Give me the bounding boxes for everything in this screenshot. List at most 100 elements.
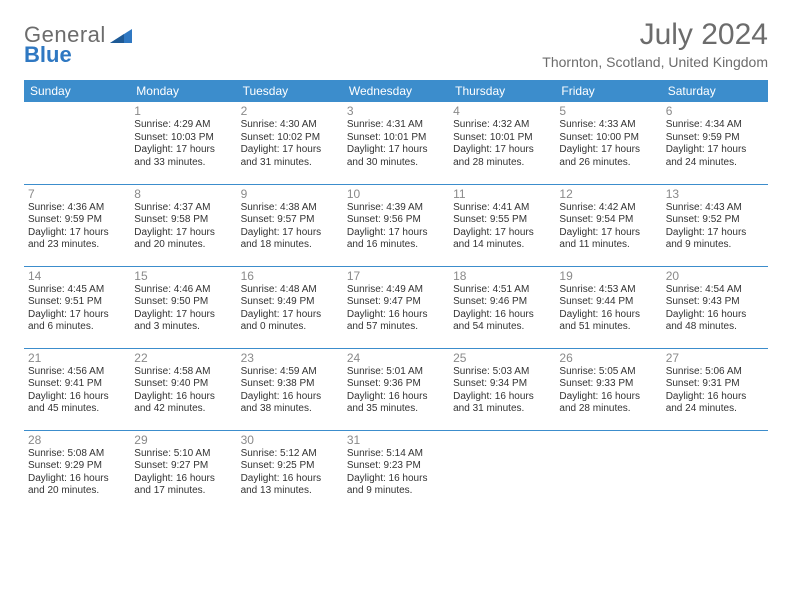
sunrise-line: Sunrise: 4:33 AM xyxy=(559,119,657,132)
sunset-line: Sunset: 9:47 PM xyxy=(347,296,445,309)
day-cell: 31Sunrise: 5:14 AMSunset: 9:23 PMDayligh… xyxy=(343,430,449,512)
daylight-line: and 45 minutes. xyxy=(28,403,126,416)
daylight-line: and 24 minutes. xyxy=(666,403,764,416)
day-header: Monday xyxy=(130,80,236,102)
sunrise-line: Sunrise: 4:29 AM xyxy=(134,119,232,132)
sunset-line: Sunset: 9:43 PM xyxy=(666,296,764,309)
sunrise-line: Sunrise: 4:43 AM xyxy=(666,202,764,215)
sunrise-line: Sunrise: 4:54 AM xyxy=(666,284,764,297)
daylight-line: Daylight: 16 hours xyxy=(559,391,657,404)
daylight-line: Daylight: 16 hours xyxy=(666,309,764,322)
sunrise-line: Sunrise: 4:32 AM xyxy=(453,119,551,132)
day-number: 12 xyxy=(559,187,657,201)
daylight-line: Daylight: 17 hours xyxy=(134,227,232,240)
daylight-line: and 31 minutes. xyxy=(241,157,339,170)
sunset-line: Sunset: 9:52 PM xyxy=(666,214,764,227)
daylight-line: Daylight: 16 hours xyxy=(28,391,126,404)
sunrise-line: Sunrise: 5:10 AM xyxy=(134,448,232,461)
day-cell: 16Sunrise: 4:48 AMSunset: 9:49 PMDayligh… xyxy=(237,266,343,348)
day-cell: 11Sunrise: 4:41 AMSunset: 9:55 PMDayligh… xyxy=(449,184,555,266)
day-header: Thursday xyxy=(449,80,555,102)
sunset-line: Sunset: 10:00 PM xyxy=(559,132,657,145)
day-number: 21 xyxy=(28,351,126,365)
sunset-line: Sunset: 9:44 PM xyxy=(559,296,657,309)
sunset-line: Sunset: 9:38 PM xyxy=(241,378,339,391)
day-cell: 14Sunrise: 4:45 AMSunset: 9:51 PMDayligh… xyxy=(24,266,130,348)
daylight-line: and 28 minutes. xyxy=(453,157,551,170)
daylight-line: Daylight: 16 hours xyxy=(241,473,339,486)
day-number: 18 xyxy=(453,269,551,283)
day-number: 11 xyxy=(453,187,551,201)
daylight-line: Daylight: 17 hours xyxy=(666,227,764,240)
day-number: 6 xyxy=(666,104,764,118)
logo-block: General Blue xyxy=(24,24,132,66)
day-number: 14 xyxy=(28,269,126,283)
title-block: July 2024 Thornton, Scotland, United Kin… xyxy=(542,18,768,76)
sunrise-line: Sunrise: 4:49 AM xyxy=(347,284,445,297)
day-cell: 7Sunrise: 4:36 AMSunset: 9:59 PMDaylight… xyxy=(24,184,130,266)
sunset-line: Sunset: 9:57 PM xyxy=(241,214,339,227)
daylight-line: and 11 minutes. xyxy=(559,239,657,252)
sunset-line: Sunset: 9:46 PM xyxy=(453,296,551,309)
daylight-line: Daylight: 16 hours xyxy=(347,391,445,404)
daylight-line: Daylight: 16 hours xyxy=(28,473,126,486)
sunrise-line: Sunrise: 5:12 AM xyxy=(241,448,339,461)
daylight-line: and 9 minutes. xyxy=(347,485,445,498)
day-number: 19 xyxy=(559,269,657,283)
sunset-line: Sunset: 9:50 PM xyxy=(134,296,232,309)
logo-word2: Blue xyxy=(24,44,106,66)
sunset-line: Sunset: 9:59 PM xyxy=(666,132,764,145)
week-row: 28Sunrise: 5:08 AMSunset: 9:29 PMDayligh… xyxy=(24,430,768,512)
month-title: July 2024 xyxy=(542,18,768,52)
day-cell xyxy=(662,430,768,512)
daylight-line: and 33 minutes. xyxy=(134,157,232,170)
sunset-line: Sunset: 10:01 PM xyxy=(347,132,445,145)
day-number: 30 xyxy=(241,433,339,447)
sunrise-line: Sunrise: 4:59 AM xyxy=(241,366,339,379)
day-cell: 13Sunrise: 4:43 AMSunset: 9:52 PMDayligh… xyxy=(662,184,768,266)
day-cell: 22Sunrise: 4:58 AMSunset: 9:40 PMDayligh… xyxy=(130,348,236,430)
daylight-line: Daylight: 16 hours xyxy=(134,391,232,404)
daylight-line: and 38 minutes. xyxy=(241,403,339,416)
daylight-line: and 54 minutes. xyxy=(453,321,551,334)
daylight-line: and 16 minutes. xyxy=(347,239,445,252)
day-cell: 10Sunrise: 4:39 AMSunset: 9:56 PMDayligh… xyxy=(343,184,449,266)
week-row: 14Sunrise: 4:45 AMSunset: 9:51 PMDayligh… xyxy=(24,266,768,348)
sunset-line: Sunset: 9:58 PM xyxy=(134,214,232,227)
daylight-line: and 24 minutes. xyxy=(666,157,764,170)
daylight-line: Daylight: 17 hours xyxy=(666,144,764,157)
daylight-line: Daylight: 16 hours xyxy=(347,309,445,322)
day-cell: 23Sunrise: 4:59 AMSunset: 9:38 PMDayligh… xyxy=(237,348,343,430)
sunset-line: Sunset: 9:59 PM xyxy=(28,214,126,227)
day-header: Saturday xyxy=(662,80,768,102)
daylight-line: Daylight: 17 hours xyxy=(347,227,445,240)
sunrise-line: Sunrise: 4:48 AM xyxy=(241,284,339,297)
day-cell: 19Sunrise: 4:53 AMSunset: 9:44 PMDayligh… xyxy=(555,266,661,348)
day-number: 31 xyxy=(347,433,445,447)
daylight-line: Daylight: 17 hours xyxy=(28,227,126,240)
daylight-line: Daylight: 17 hours xyxy=(559,144,657,157)
day-number: 22 xyxy=(134,351,232,365)
day-cell: 6Sunrise: 4:34 AMSunset: 9:59 PMDaylight… xyxy=(662,102,768,184)
sunset-line: Sunset: 9:23 PM xyxy=(347,460,445,473)
sunset-line: Sunset: 9:55 PM xyxy=(453,214,551,227)
sunrise-line: Sunrise: 4:42 AM xyxy=(559,202,657,215)
day-cell: 20Sunrise: 4:54 AMSunset: 9:43 PMDayligh… xyxy=(662,266,768,348)
day-number: 26 xyxy=(559,351,657,365)
day-number: 13 xyxy=(666,187,764,201)
sunrise-line: Sunrise: 5:05 AM xyxy=(559,366,657,379)
header-row: General Blue July 2024 Thornton, Scotlan… xyxy=(24,18,768,76)
day-number: 23 xyxy=(241,351,339,365)
daylight-line: Daylight: 17 hours xyxy=(241,144,339,157)
sunset-line: Sunset: 9:49 PM xyxy=(241,296,339,309)
daylight-line: and 18 minutes. xyxy=(241,239,339,252)
sunset-line: Sunset: 9:56 PM xyxy=(347,214,445,227)
daylight-line: Daylight: 17 hours xyxy=(134,309,232,322)
day-number: 10 xyxy=(347,187,445,201)
daylight-line: Daylight: 17 hours xyxy=(453,144,551,157)
sunset-line: Sunset: 9:29 PM xyxy=(28,460,126,473)
daylight-line: Daylight: 17 hours xyxy=(453,227,551,240)
sunrise-line: Sunrise: 4:37 AM xyxy=(134,202,232,215)
daylight-line: Daylight: 16 hours xyxy=(241,391,339,404)
day-header: Sunday xyxy=(24,80,130,102)
